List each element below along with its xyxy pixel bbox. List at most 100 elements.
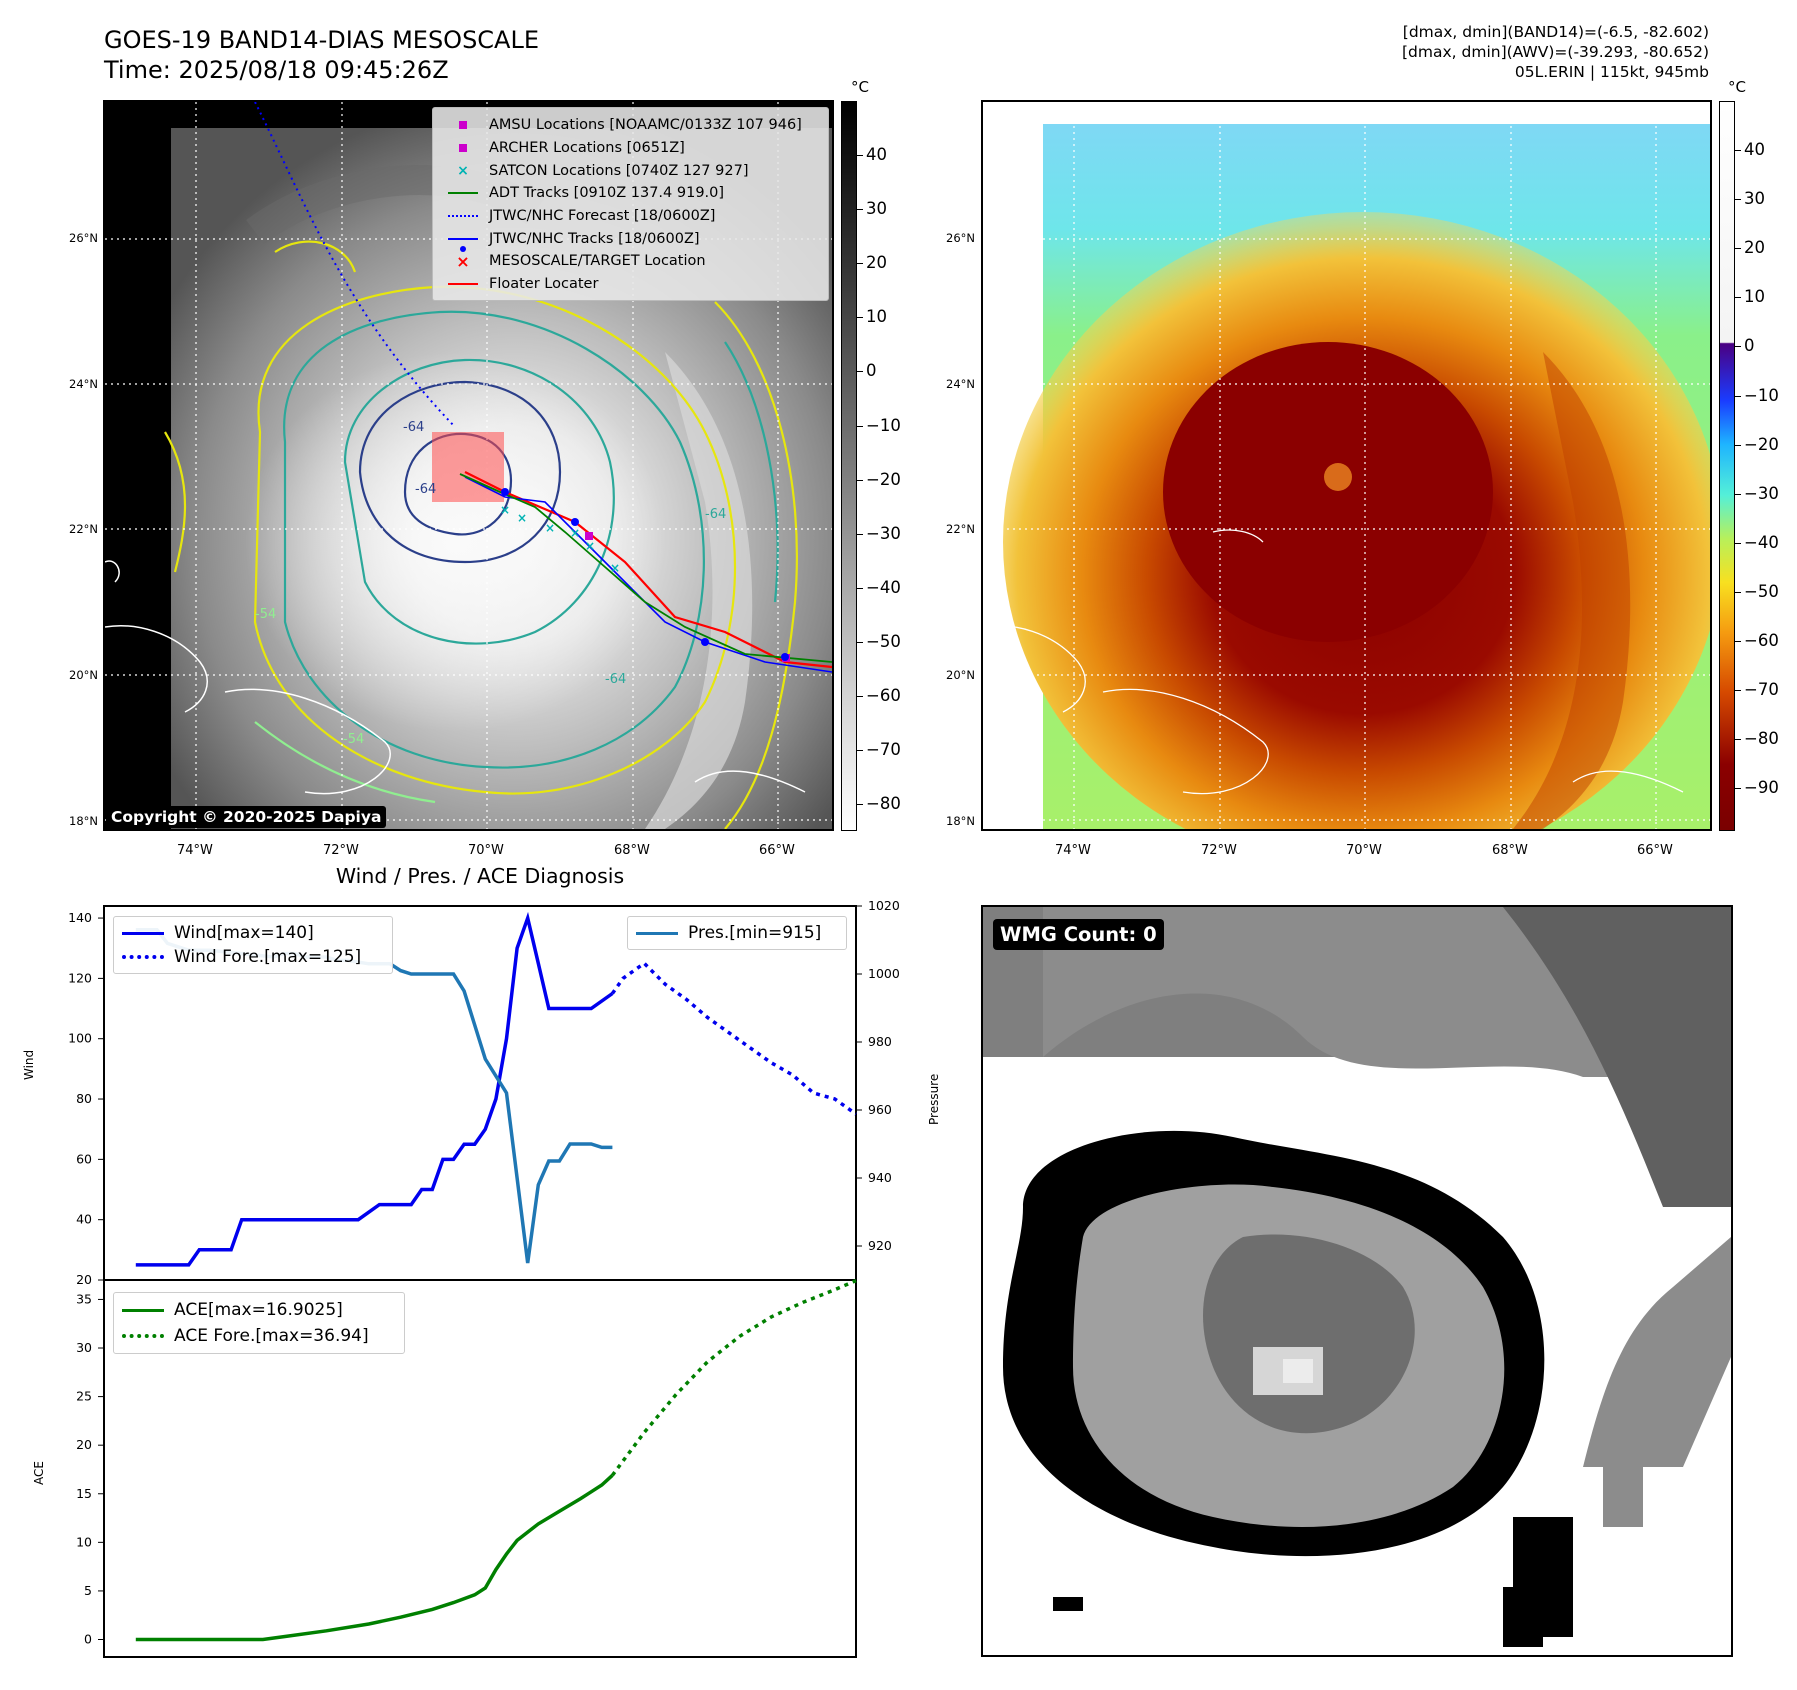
wind-tick-label: 20 bbox=[76, 1272, 92, 1287]
right-colorbar bbox=[1719, 101, 1735, 831]
legend-item-ace: ACE[max=16.9025] bbox=[122, 1297, 396, 1323]
svg-text:×: × bbox=[500, 503, 510, 517]
lon-label: 74°W bbox=[177, 843, 213, 858]
wind-series-line bbox=[135, 911, 614, 1267]
info-awv-range: [dmax, dmin](AWV)=(-39.293, -80.652) bbox=[1402, 43, 1709, 61]
lon-label: 68°W bbox=[1492, 843, 1528, 858]
legend-item-target: × MESOSCALE/TARGET Location bbox=[441, 250, 820, 273]
legend-item-satcon: × SATCON Locations [0740Z 127 927] bbox=[441, 159, 820, 182]
legend-item-adt: ADT Tracks [0910Z 137.4 919.0] bbox=[441, 182, 820, 205]
lat-label: 24°N bbox=[946, 377, 975, 391]
wind-tick-label: 40 bbox=[76, 1212, 92, 1227]
left-colorbar-unit: °C bbox=[851, 78, 869, 96]
lon-label: 66°W bbox=[1637, 843, 1673, 858]
contour-label: -64 bbox=[415, 482, 437, 497]
line-icon bbox=[441, 283, 485, 286]
lat-label: 22°N bbox=[69, 522, 98, 536]
colorbar-tick-label: 10 bbox=[1735, 287, 1765, 307]
wmg-count-badge: WMG Count: 0 bbox=[993, 919, 1164, 950]
pressure-tick-label: 940 bbox=[868, 1170, 892, 1185]
ace-tick-label: 15 bbox=[76, 1486, 92, 1501]
lon-label: 68°W bbox=[614, 843, 650, 858]
contour-label: -54 bbox=[343, 732, 365, 747]
colorbar-tick-label: −50 bbox=[857, 631, 901, 651]
lat-label: 18°N bbox=[69, 814, 98, 828]
wind-tick-label: 140 bbox=[68, 910, 92, 925]
awv-satellite-image bbox=[983, 102, 1710, 829]
svg-text:×: × bbox=[545, 521, 555, 535]
x-icon: × bbox=[457, 162, 469, 179]
diagnosis-chart: 2040608010012014092094096098010001020051… bbox=[68, 898, 900, 1658]
legend-label: Wind[max=140] bbox=[174, 923, 314, 943]
colorbar-tick-label: −20 bbox=[857, 469, 901, 489]
wmg-panel[interactable]: WMG Count: 0 bbox=[981, 905, 1733, 1657]
wind-tick-label: 100 bbox=[68, 1031, 92, 1046]
legend-item-wind-forecast: Wind Fore.[max=125] bbox=[122, 945, 384, 969]
ace-tick-label: 35 bbox=[76, 1291, 92, 1306]
lat-label: 26°N bbox=[946, 231, 975, 245]
colorbar-tick-label: −90 bbox=[1735, 778, 1779, 798]
figure-time: Time: 2025/08/18 09:45:26Z bbox=[104, 56, 449, 84]
legend-label: ARCHER Locations [0651Z] bbox=[489, 140, 685, 157]
square-icon bbox=[441, 121, 485, 130]
legend-item-ace-forecast: ACE Fore.[max=36.94] bbox=[122, 1323, 396, 1349]
ace-legend: ACE[max=16.9025] ACE Fore.[max=36.94] bbox=[113, 1292, 405, 1354]
legend-label: JTWC/NHC Forecast [18/0600Z] bbox=[489, 208, 716, 225]
diagnosis-title: Wind / Pres. / ACE Diagnosis bbox=[335, 864, 625, 888]
ir-map-panel[interactable]: × × × × × × -64 -64 -64 -54 -54 -64 AMSU Loc… bbox=[103, 100, 834, 831]
legend-item-wind: Wind[max=140] bbox=[122, 921, 384, 945]
lat-label: 26°N bbox=[69, 231, 98, 245]
lat-label: 20°N bbox=[69, 668, 98, 682]
svg-text:×: × bbox=[517, 511, 527, 525]
colorbar-tick-label: −10 bbox=[857, 415, 901, 435]
info-storm: 05L.ERIN | 115kt, 945mb bbox=[1514, 63, 1709, 81]
legend-item-archer: ARCHER Locations [0651Z] bbox=[441, 137, 820, 160]
wind-axis-label: Wind bbox=[22, 1049, 36, 1080]
lon-label: 70°W bbox=[1346, 843, 1382, 858]
dotted-line-icon bbox=[122, 1334, 164, 1338]
contour-label: -54 bbox=[255, 607, 277, 622]
left-colorbar bbox=[841, 101, 857, 831]
legend-item-pressure: Pres.[min=915] bbox=[636, 921, 838, 945]
ace-tick-label: 25 bbox=[76, 1389, 92, 1404]
colorbar-tick-label: −10 bbox=[1735, 385, 1779, 405]
legend-label: Floater Locater bbox=[489, 276, 599, 293]
line-icon bbox=[122, 931, 164, 935]
colorbar-tick-label: 20 bbox=[857, 253, 887, 273]
ace-axes-frame bbox=[103, 1279, 857, 1658]
wind-tick-label: 60 bbox=[76, 1151, 92, 1166]
awv-map-panel[interactable] bbox=[981, 100, 1712, 831]
svg-text:×: × bbox=[570, 526, 580, 540]
colorbar-tick-label: 10 bbox=[857, 307, 887, 327]
copyright-badge: Copyright © 2020-2025 Dapiya bbox=[106, 806, 387, 828]
info-band14-range: [dmax, dmin](BAND14)=(-6.5, -82.602) bbox=[1402, 23, 1709, 41]
legend-item-forecast: JTWC/NHC Forecast [18/0600Z] bbox=[441, 205, 820, 228]
colorbar-tick-label: −70 bbox=[1735, 680, 1779, 700]
x-icon: × bbox=[456, 251, 470, 271]
legend-item-floater: Floater Locater bbox=[441, 273, 820, 296]
colorbar-tick-label: −30 bbox=[857, 523, 901, 543]
lon-label: 66°W bbox=[759, 843, 795, 858]
ace-tick-label: 5 bbox=[84, 1583, 92, 1598]
wind-tick-label: 120 bbox=[68, 970, 92, 985]
pressure-tick-label: 1020 bbox=[868, 898, 900, 913]
lat-label: 24°N bbox=[69, 377, 98, 391]
wind-tick-label: 80 bbox=[76, 1091, 92, 1106]
line-icon bbox=[122, 1308, 164, 1312]
lon-label: 72°W bbox=[323, 843, 359, 858]
pressure-tick-label: 960 bbox=[868, 1102, 892, 1117]
wind-legend: Wind[max=140] Wind Fore.[max=125] bbox=[113, 916, 393, 974]
dotted-line-icon bbox=[441, 215, 485, 218]
dotted-line-icon bbox=[122, 955, 164, 959]
right-colorbar-unit: °C bbox=[1728, 78, 1746, 96]
svg-text:×: × bbox=[610, 561, 620, 575]
map-legend: AMSU Locations [NOAAMC/0133Z 107 946] AR… bbox=[432, 107, 829, 301]
figure-title: GOES-19 BAND14-DIAS MESOSCALE bbox=[104, 26, 540, 54]
colorbar-tick-label: −80 bbox=[1735, 729, 1779, 749]
colorbar-tick-label: 0 bbox=[1735, 336, 1755, 356]
ace-axis-label: ACE bbox=[32, 1461, 46, 1485]
colorbar-tick-label: −40 bbox=[1735, 532, 1779, 552]
contour-label: -64 bbox=[403, 420, 425, 435]
colorbar-tick-label: 30 bbox=[857, 199, 887, 219]
colorbar-tick-label: −20 bbox=[1735, 434, 1779, 454]
